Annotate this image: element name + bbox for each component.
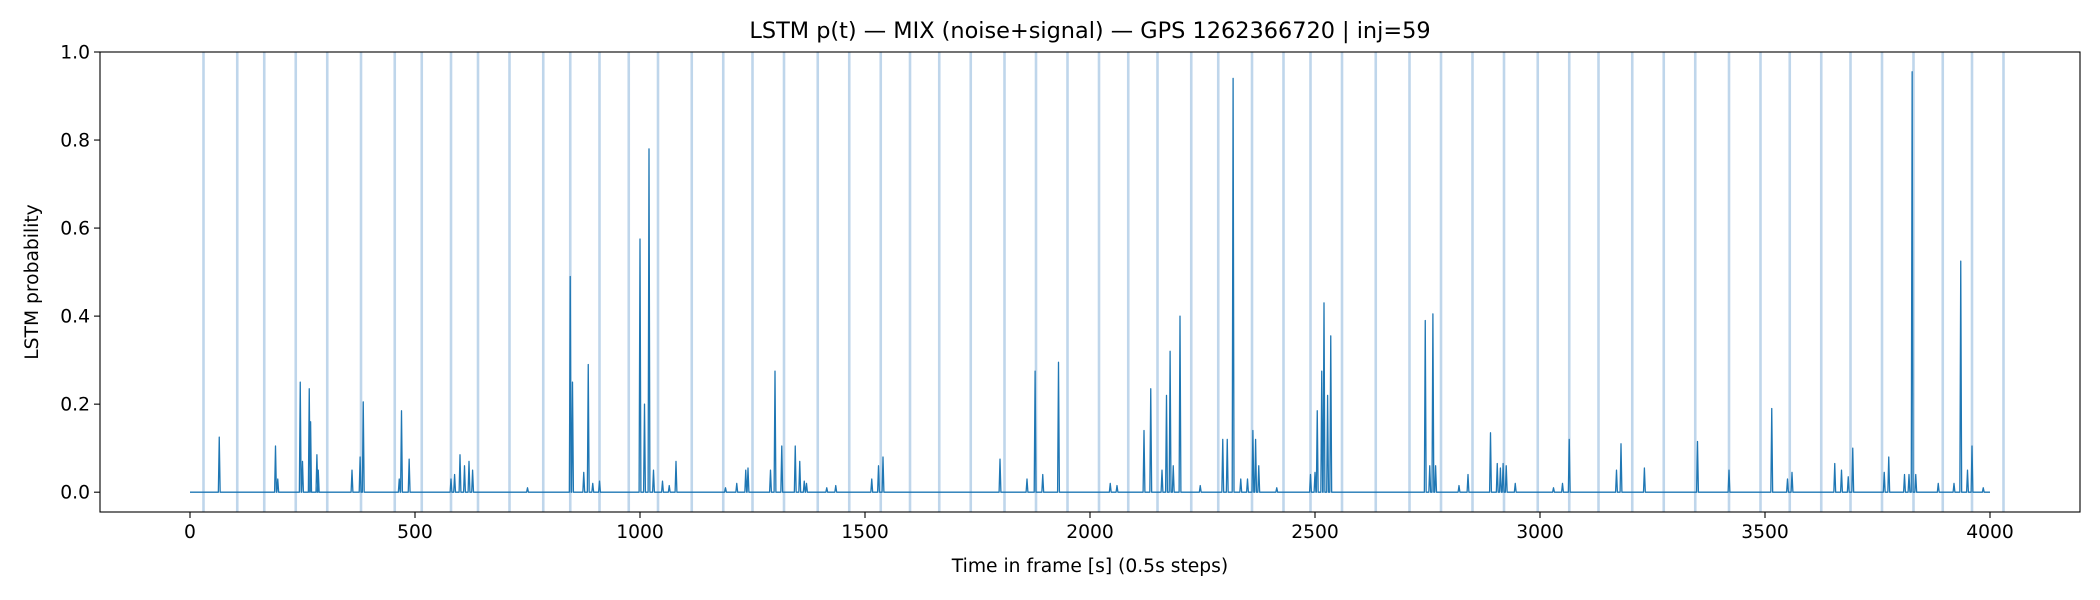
x-axis-ticks: 0 500 1000 1500 2000 2500 3000 3500 4000 bbox=[184, 512, 2014, 543]
x-tick-label: 500 bbox=[397, 522, 433, 543]
probability-series-line bbox=[190, 71, 1990, 493]
y-tick-label: 0.2 bbox=[60, 395, 90, 416]
x-tick-label: 0 bbox=[184, 522, 196, 543]
x-tick-label: 2000 bbox=[1066, 522, 1114, 543]
y-tick-label: 0.0 bbox=[60, 483, 90, 504]
x-tick-label: 2500 bbox=[1291, 522, 1339, 543]
y-tick-label: 0.6 bbox=[60, 219, 90, 240]
y-axis-ticks: 0.0 0.2 0.4 0.6 0.8 1.0 bbox=[60, 43, 100, 504]
chart-title: LSTM p(t) — MIX (noise+signal) — GPS 126… bbox=[749, 18, 1430, 44]
x-tick-label: 1500 bbox=[841, 522, 889, 543]
x-tick-label: 3000 bbox=[1516, 522, 1564, 543]
y-tick-label: 0.4 bbox=[60, 307, 90, 328]
y-axis-label: LSTM probability bbox=[22, 204, 43, 359]
x-tick-label: 4000 bbox=[1966, 522, 2014, 543]
y-tick-label: 0.8 bbox=[60, 131, 90, 152]
x-tick-label: 3500 bbox=[1741, 522, 1789, 543]
y-tick-label: 1.0 bbox=[60, 43, 90, 64]
x-tick-label: 1000 bbox=[616, 522, 664, 543]
x-axis-label: Time in frame [s] (0.5s steps) bbox=[951, 556, 1228, 577]
series-layer bbox=[190, 71, 1990, 493]
